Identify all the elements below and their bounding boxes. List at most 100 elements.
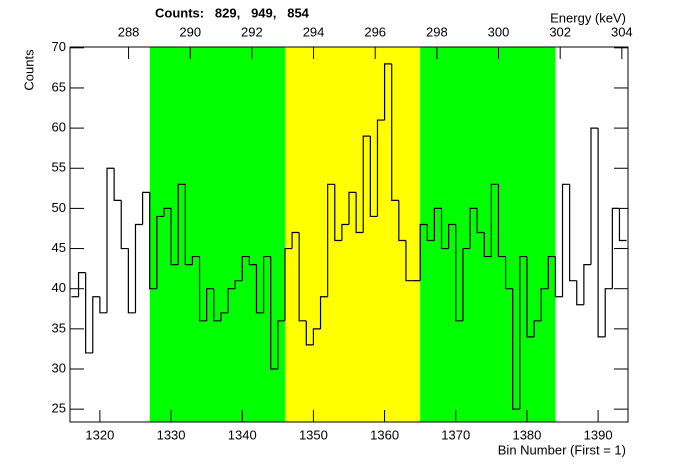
histogram-bin	[156, 215, 164, 289]
histogram-bin	[469, 207, 478, 249]
histogram-bin	[426, 224, 435, 242]
x-tick-label: 1320	[85, 427, 114, 442]
x2-tick-label: 294	[303, 24, 325, 39]
histogram-bin	[77, 272, 86, 297]
histogram-bin	[262, 255, 271, 313]
x2-tick-label: 300	[488, 24, 510, 39]
histogram-bin	[569, 184, 577, 282]
histogram-bin	[270, 256, 278, 370]
histogram-bin	[213, 288, 221, 322]
histogram-bin	[198, 256, 207, 322]
x-axis-label: Bin Number (First = 1)	[498, 442, 626, 457]
histogram-bin	[362, 135, 371, 233]
histogram-bin	[206, 288, 214, 321]
histogram-bin	[184, 184, 193, 266]
x-tick-label: 1380	[512, 427, 541, 442]
histogram-bin	[547, 255, 556, 289]
y-tick-label: 30	[52, 360, 66, 375]
histogram-bin	[533, 320, 542, 337]
y-tick-label: 35	[52, 320, 66, 335]
histogram-bin	[490, 183, 499, 257]
histogram-bin	[604, 288, 613, 337]
y-axis-label: Counts	[21, 49, 36, 91]
histogram-bin	[455, 224, 463, 322]
histogram-bin	[127, 248, 136, 314]
histogram-bin	[561, 183, 570, 297]
histogram-bin	[177, 183, 186, 265]
histogram-bin	[504, 256, 513, 290]
histogram-bin	[405, 240, 414, 282]
histogram-bin	[248, 256, 257, 266]
histogram-bin	[99, 296, 108, 314]
histogram-bin	[298, 232, 307, 322]
x2-axis-label: Energy (keV)	[550, 10, 626, 25]
x2-tick-label: 304	[611, 24, 633, 39]
y-tick-label: 45	[52, 240, 66, 255]
region	[284, 47, 421, 422]
x2-tick-label: 292	[241, 24, 263, 39]
histogram-bin	[383, 63, 392, 121]
histogram-bin	[305, 320, 314, 346]
histogram-bin	[291, 231, 300, 249]
histogram-bin	[497, 184, 506, 258]
region	[420, 47, 556, 422]
y-tick-label: 70	[52, 39, 66, 54]
histogram-bin	[391, 63, 399, 201]
histogram-bin	[319, 296, 328, 329]
x2-tick-label: 298	[426, 24, 448, 39]
histogram-bin	[519, 255, 527, 410]
histogram-bin	[483, 232, 492, 258]
histogram-bin	[234, 280, 243, 289]
histogram-bin	[597, 128, 606, 338]
histogram-bin	[618, 208, 627, 242]
histogram-bin	[284, 247, 293, 321]
histogram-bin	[149, 192, 157, 290]
x-tick-label: 1330	[157, 427, 186, 442]
histogram-bin	[241, 255, 250, 281]
x-tick-label: 1350	[299, 427, 328, 442]
counts-annotation: Counts: 829, 949, 854	[155, 5, 310, 20]
histogram-bin	[341, 223, 349, 241]
x-tick-label: 1370	[441, 427, 470, 442]
y-tick-label: 55	[52, 160, 66, 175]
histogram-bin	[85, 272, 93, 354]
x2-tick-label: 296	[364, 24, 386, 39]
histogram-bin	[419, 223, 428, 281]
histogram-bin	[312, 328, 321, 345]
histogram-bin	[334, 184, 342, 242]
histogram-bin	[277, 320, 285, 370]
histogram-bin	[583, 264, 591, 305]
y-tick-label: 25	[52, 401, 66, 416]
histogram-bin	[526, 256, 535, 338]
histogram-bin	[113, 168, 122, 201]
histogram-bin	[134, 223, 143, 313]
x-tick-label: 1390	[584, 427, 613, 442]
histogram-bin	[220, 312, 229, 321]
x-tick-label: 1340	[228, 427, 257, 442]
histogram-bin	[576, 280, 584, 306]
x2-tick-label: 288	[118, 24, 140, 39]
histogram-bin	[141, 191, 150, 225]
y-tick-label: 40	[52, 280, 66, 295]
y-tick-label: 65	[52, 79, 66, 94]
histogram-bin	[476, 208, 485, 234]
histogram-bin	[327, 183, 335, 297]
histogram-bin	[590, 127, 599, 265]
histogram-bin	[554, 256, 563, 298]
histogram-bin	[462, 247, 470, 321]
histogram-bin	[170, 208, 179, 266]
histogram-bin	[227, 288, 236, 313]
histogram-bin	[398, 200, 406, 242]
histogram-bin	[163, 207, 172, 217]
histogram-bin	[348, 191, 357, 225]
histogram-bin	[355, 192, 364, 234]
histogram-bin	[255, 264, 264, 314]
histogram-bin	[512, 288, 520, 410]
x2-tick-label: 290	[179, 24, 201, 39]
histogram-bin	[369, 136, 378, 218]
histogram-bin	[92, 296, 100, 353]
region	[149, 47, 285, 422]
histogram-bin	[106, 167, 115, 313]
histogram-bin	[433, 207, 442, 241]
